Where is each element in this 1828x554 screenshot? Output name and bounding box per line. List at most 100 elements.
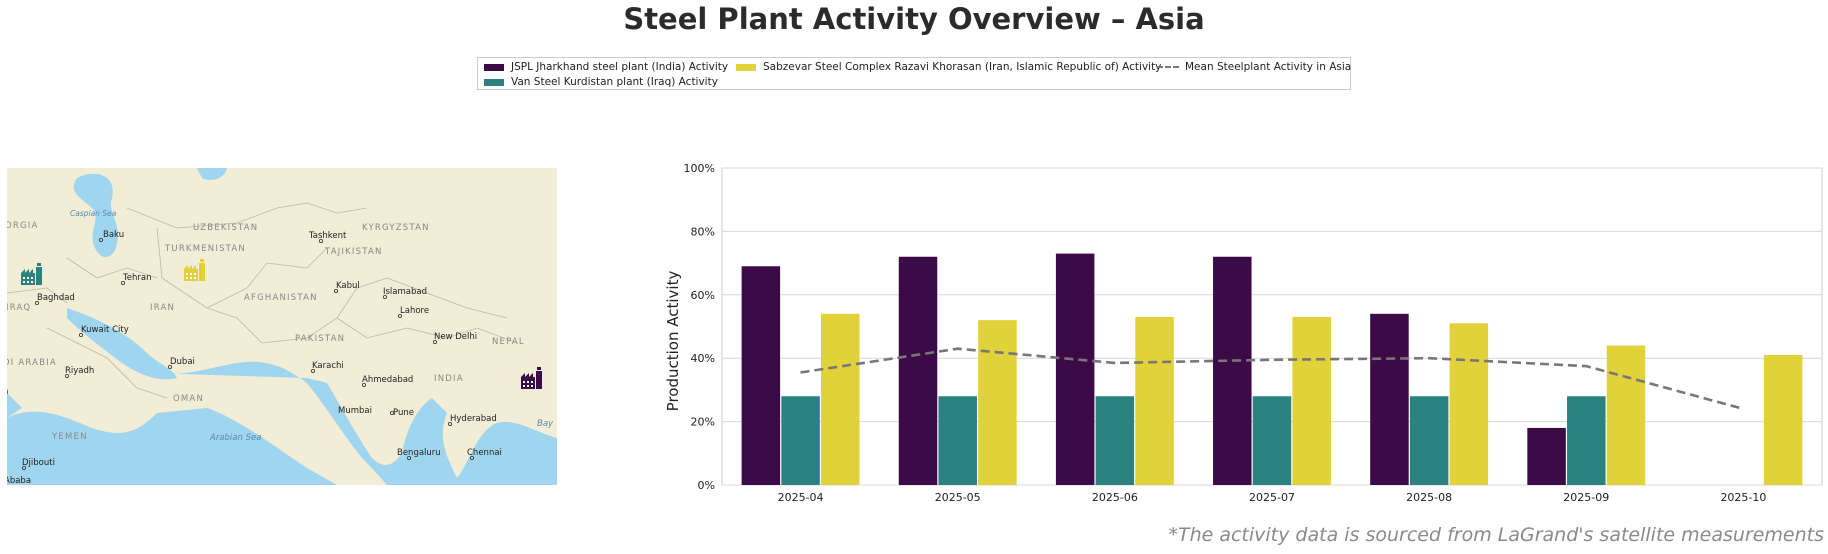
map-label-mumbai: Mumbai: [338, 406, 372, 416]
city-dots: [21, 238, 474, 470]
map-label-georgia: ORGIA: [7, 221, 39, 231]
legend-swatch-jspl: [484, 63, 504, 71]
legend-swatch-van: [484, 78, 504, 86]
map-label-h: h: [7, 387, 8, 397]
mean-activity-line: [800, 347, 1744, 411]
map-label-saudi: DI ARABIA: [7, 358, 57, 368]
legend-label-van: Van Steel Kurdistan plant (Iraq) Activit…: [511, 76, 718, 88]
bar-van: [1095, 396, 1135, 485]
bar-sabzevar: [1135, 316, 1174, 485]
arabian-sea-shape: [147, 361, 557, 485]
map-label-india: INDIA: [434, 374, 464, 384]
legend-item-jspl: JSPL Jharkhand steel plant (India) Activ…: [484, 61, 728, 73]
map-label-bengaluru: Bengaluru: [397, 448, 441, 458]
y-tick-label: 40%: [691, 352, 715, 365]
map-label-iraq: IRAQ: [7, 303, 31, 313]
legend-swatch-sabzevar: [736, 63, 756, 71]
map-label-tajikistan: TAJIKISTAN: [324, 247, 383, 257]
map-label-uzbekistan: UZBEKISTAN: [193, 223, 258, 233]
map-label-afghanistan: AFGHANISTAN: [244, 293, 318, 303]
bar-sabzevar: [978, 320, 1017, 485]
x-tick-label: 2025-09: [1563, 491, 1609, 504]
map-label-islamabad: Islamabad: [383, 287, 427, 297]
y-tick-label: 100%: [684, 162, 715, 175]
map-label-djibouti: Djibouti: [22, 458, 55, 468]
map-label-hyderabad: Hyderabad: [450, 414, 497, 424]
footnote: *The activity data is sourced from LaGra…: [1168, 524, 1824, 546]
map-label-iran: IRAN: [150, 303, 175, 313]
legend-label-jspl: JSPL Jharkhand steel plant (India) Activ…: [511, 61, 729, 73]
map-label-tashkent: Tashkent: [308, 231, 347, 241]
plot-area: [721, 167, 1823, 486]
y-tick-label: 0%: [698, 479, 715, 492]
x-tick-label: 2025-08: [1406, 491, 1452, 504]
factory-icon-van[interactable]: [21, 263, 42, 285]
legend-dash-mean: [1157, 66, 1179, 68]
bar-van: [781, 396, 820, 485]
map-label-baku: Baku: [103, 230, 124, 240]
map-label-ababa: Ababa: [7, 476, 31, 485]
map-label-nepal: NEPAL: [492, 337, 525, 347]
map-label-dubai: Dubai: [170, 357, 195, 367]
asia-map: ORGIA Caspian Sea Baku UZBEKISTAN Tashke…: [7, 168, 557, 485]
bar-van: [1567, 396, 1606, 485]
map-label-kabul: Kabul: [336, 281, 360, 291]
map-label-tehran: Tehran: [122, 273, 151, 283]
legend-item-mean: Mean Steelplant Activity in Asia: [1157, 61, 1351, 73]
map-label-caspian: Caspian Sea: [70, 209, 117, 218]
y-tick-label: 60%: [691, 289, 715, 302]
legend-item-van: Van Steel Kurdistan plant (Iraq) Activit…: [484, 76, 718, 88]
bar-van: [1409, 396, 1449, 485]
bar-jspl: [1213, 256, 1252, 485]
gulf-of-aden-shape: [7, 408, 337, 485]
map-label-arabiansea: Arabian Sea: [209, 433, 261, 443]
map-label-oman: OMAN: [173, 394, 204, 404]
map-label-pune: Pune: [393, 408, 414, 418]
bar-jspl: [1527, 427, 1566, 485]
bar-sabzevar: [1763, 355, 1803, 485]
y-axis-label: Production Activity: [664, 271, 682, 412]
map-label-chennai: Chennai: [467, 448, 502, 458]
chart-legend: JSPL Jharkhand steel plant (India) Activ…: [477, 57, 1351, 90]
map-label-baghdad: Baghdad: [37, 293, 75, 303]
y-tick-label: 80%: [691, 225, 715, 238]
bar-jspl: [898, 256, 938, 485]
bar-sabzevar: [821, 313, 860, 485]
x-tick-label: 2025-10: [1720, 491, 1766, 504]
map-label-karachi: Karachi: [312, 361, 344, 371]
bar-jspl: [1055, 253, 1095, 485]
persian-gulf-shape: [67, 308, 177, 380]
map-label-bay: Bay: [537, 419, 554, 429]
bar-jspl: [741, 266, 781, 485]
legend-item-sabzevar: Sabzevar Steel Complex Razavi Khorasan (…: [736, 61, 1161, 73]
map-label-yemen: YEMEN: [51, 432, 88, 442]
page-title: Steel Plant Activity Overview – Asia: [623, 2, 1205, 36]
x-tick-label: 2025-07: [1249, 491, 1295, 504]
factory-icon-jspl[interactable]: [521, 367, 542, 389]
bar-van: [1252, 396, 1292, 485]
legend-label-mean: Mean Steelplant Activity in Asia: [1185, 61, 1352, 73]
x-tick-label: 2025-06: [1092, 491, 1138, 504]
bar-jspl: [1370, 313, 1409, 485]
aral-sea-shape: [197, 168, 227, 180]
x-tick-label: 2025-04: [778, 491, 824, 504]
map-label-kyrgyzstan: KYRGYZSTAN: [362, 223, 430, 233]
caspian-sea-shape: [73, 173, 119, 258]
map-label-pakistan: PAKISTAN: [295, 334, 345, 344]
map-label-kuwait: Kuwait City: [81, 325, 129, 335]
bar-sabzevar: [1292, 316, 1331, 485]
y-tick-label: 20%: [691, 416, 715, 429]
map-label-ahmedabad: Ahmedabad: [362, 375, 413, 385]
legend-label-sabzevar: Sabzevar Steel Complex Razavi Khorasan (…: [763, 61, 1162, 73]
map-label-riyadh: Riyadh: [65, 366, 94, 376]
country-borders: [7, 202, 518, 399]
bar-sabzevar: [1606, 345, 1646, 485]
factory-icon-sabzevar[interactable]: [184, 259, 205, 281]
bar-van: [938, 396, 977, 485]
map-label-newdelhi: New Delhi: [434, 332, 477, 342]
map-label-turkmenistan: TURKMENISTAN: [164, 244, 246, 254]
bar-sabzevar: [1449, 323, 1489, 485]
red-sea-shape: [7, 393, 22, 418]
map-label-lahore: Lahore: [400, 306, 429, 316]
x-tick-label: 2025-05: [935, 491, 981, 504]
